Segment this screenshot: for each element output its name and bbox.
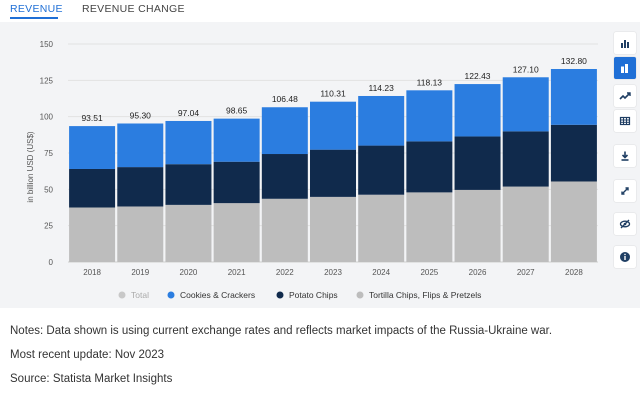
- bar-segment: [550, 68, 597, 125]
- x-tick-label: 2018: [83, 268, 101, 277]
- legend-label: Total: [131, 290, 149, 300]
- line-chart-button[interactable]: [614, 85, 636, 107]
- total-data-label: 110.31: [320, 89, 346, 99]
- table-button[interactable]: [614, 110, 636, 132]
- legend-marker: [118, 291, 126, 299]
- bar-segment: [310, 149, 356, 197]
- bar-segment: [406, 90, 453, 142]
- y-tick-label: 25: [44, 222, 53, 231]
- bar-segment: [69, 126, 116, 169]
- chart-notes: Notes: Data shown is using current excha…: [10, 323, 552, 395]
- x-tick-label: 2019: [131, 268, 149, 277]
- info-button[interactable]: [614, 246, 636, 268]
- bar-segment: [117, 123, 164, 168]
- bar-segment: [358, 194, 405, 262]
- update-text: Most recent update: Nov 2023: [10, 349, 165, 361]
- total-data-label: 132.80: [561, 56, 587, 66]
- notes-text: Notes: Data shown is using current excha…: [10, 325, 553, 337]
- download-button[interactable]: [614, 145, 636, 167]
- chart-tabs: REVENUE REVENUE CHANGE: [0, 0, 640, 22]
- x-tick-label: 2027: [517, 268, 535, 277]
- tab-revenue-change[interactable]: REVENUE CHANGE: [82, 3, 185, 15]
- download-icon: [621, 151, 629, 161]
- bar-segment: [406, 141, 453, 193]
- x-tick-label: 2021: [228, 268, 246, 277]
- legend-label: Potato Chips: [289, 290, 338, 300]
- legend-marker: [356, 291, 364, 299]
- bar-segment: [213, 203, 260, 262]
- bar-segment: [406, 192, 453, 262]
- bar-segment: [261, 154, 308, 199]
- revenue-chart: 0 25 50 75 100 125 150 93.51 2018 95.30 2019 97.04 2…: [26, 40, 598, 300]
- legend-label: Cookies & Crackers: [180, 290, 255, 300]
- x-tick-label: 2020: [180, 268, 198, 277]
- bar-segment: [213, 161, 260, 204]
- stacked-bar-button[interactable]: [614, 57, 636, 79]
- y-tick-label: 50: [44, 185, 53, 194]
- expand-icon: [621, 187, 629, 195]
- bar-segment: [502, 186, 549, 262]
- source-text: Source: Statista Market Insights: [10, 373, 173, 385]
- bar-chart-button[interactable]: [614, 32, 636, 54]
- y-tick-label: 100: [40, 113, 54, 122]
- expand-button[interactable]: [614, 180, 636, 202]
- total-data-label: 95.30: [130, 110, 152, 120]
- y-axis-label: in billion USD (US$): [26, 131, 35, 202]
- bar-segment: [310, 196, 356, 262]
- bar-segment: [550, 181, 597, 262]
- total-data-label: 98.65: [226, 106, 248, 116]
- bar-segment: [454, 136, 501, 190]
- bar-segment: [454, 189, 501, 262]
- total-data-label: 97.04: [178, 108, 200, 118]
- y-tick-label: 150: [40, 40, 54, 49]
- bar-segment: [261, 107, 308, 155]
- y-tick-label: 0: [49, 258, 54, 267]
- total-data-label: 122.43: [465, 71, 491, 81]
- hide-button[interactable]: [614, 213, 636, 235]
- bar-segment: [165, 204, 212, 262]
- x-tick-label: 2022: [276, 268, 294, 277]
- bar-segment: [117, 167, 164, 207]
- total-data-label: 118.13: [417, 77, 443, 87]
- bar-segment: [502, 77, 549, 132]
- total-data-label: 114.23: [368, 83, 394, 93]
- active-tab-indicator: [10, 17, 58, 19]
- table-icon: [619, 116, 631, 126]
- x-tick-label: 2026: [469, 268, 487, 277]
- bar-segment: [550, 124, 597, 182]
- bar-segment: [454, 84, 501, 137]
- tab-revenue[interactable]: REVENUE: [10, 3, 63, 15]
- info-icon: [620, 252, 630, 262]
- bar-segment: [165, 120, 212, 165]
- bar-chart-icon: [621, 40, 629, 48]
- legend-marker: [167, 291, 175, 299]
- total-data-label: 127.10: [513, 64, 539, 74]
- x-tick-label: 2024: [372, 268, 390, 277]
- legend-label: Tortilla Chips, Flips & Pretzels: [369, 290, 481, 300]
- x-tick-label: 2028: [565, 268, 583, 277]
- x-tick-label: 2025: [420, 268, 438, 277]
- bar-segment: [261, 198, 308, 262]
- y-tick-label: 125: [40, 76, 54, 85]
- hide-icon: [619, 219, 631, 229]
- y-tick-label: 75: [44, 149, 53, 158]
- bar-segment: [358, 145, 405, 195]
- bar-segment: [358, 95, 405, 146]
- legend-marker: [276, 291, 284, 299]
- total-data-label: 106.48: [272, 94, 298, 104]
- total-data-label: 93.51: [81, 113, 103, 123]
- bar-segment: [165, 164, 212, 205]
- x-tick-label: 2023: [324, 268, 342, 277]
- bar-segment: [502, 131, 549, 187]
- bar-segment: [310, 101, 356, 150]
- line-chart-icon: [619, 92, 631, 100]
- bar-segment: [213, 118, 260, 162]
- bar-segment: [69, 168, 116, 208]
- bar-segment: [117, 206, 164, 262]
- stacked-bar-icon: [621, 64, 628, 73]
- bar-segment: [69, 207, 116, 262]
